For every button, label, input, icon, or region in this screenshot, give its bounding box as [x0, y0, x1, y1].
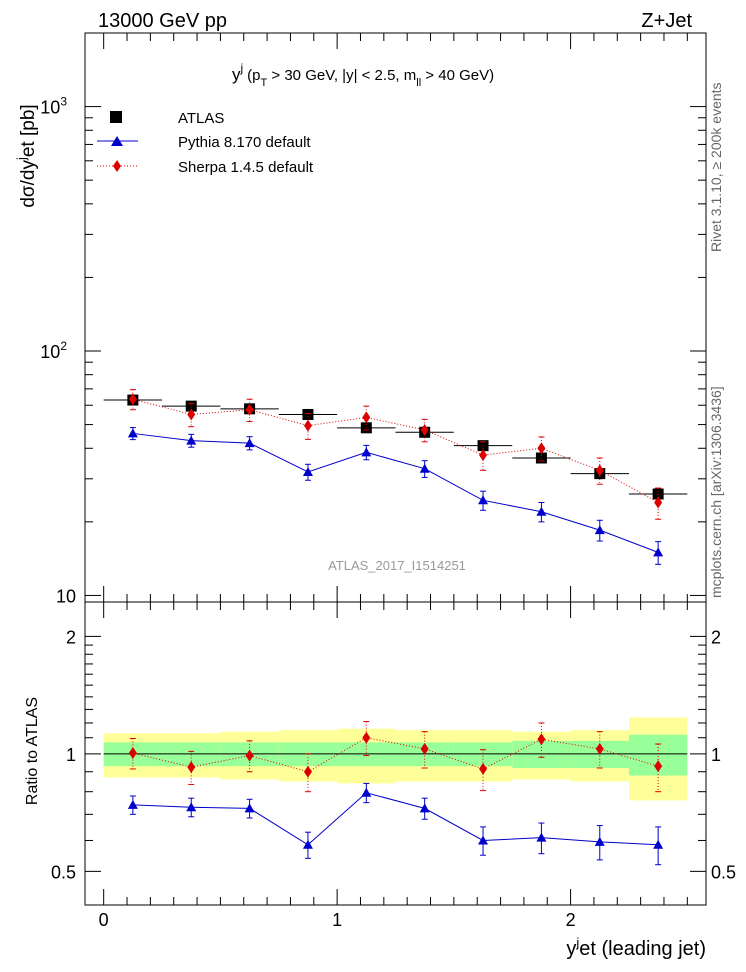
ratio-y-label: Ratio to ATLAS [24, 697, 41, 805]
atlas-point [185, 400, 197, 412]
main-ytick-exponent: 2 [60, 339, 67, 353]
title-var: y [232, 65, 241, 84]
title-pre: (p [247, 67, 260, 84]
pythia-point [478, 495, 489, 505]
ratio-xtick-label: 0 [99, 910, 109, 930]
sherpa-point [362, 411, 371, 424]
sherpa-point [187, 408, 196, 421]
pythia-point [302, 466, 313, 476]
pythia-point [186, 435, 197, 445]
pythia-point [594, 525, 605, 535]
ratio-pythia-point [302, 839, 313, 849]
main-line-sherpa [132, 398, 659, 503]
pythia-point [419, 463, 430, 473]
ratio-sherpa-point [537, 733, 546, 746]
ratio-plot-area [127, 721, 664, 866]
pythia-point [361, 447, 372, 457]
ratio-sherpa-point [595, 742, 604, 755]
main-plot-area [103, 389, 688, 565]
ratio-ytick-label-left: 2 [66, 627, 76, 647]
main-ytick-base: 10 [40, 98, 60, 118]
ylabel-b: et [pb] [18, 104, 39, 157]
header-process: Z+Jet [641, 10, 692, 32]
sherpa-point [479, 449, 488, 462]
sherpa-point [303, 419, 312, 432]
analysis-watermark: ATLAS_2017_I1514251 [328, 558, 466, 573]
sherpa-point [595, 464, 604, 477]
ratio-pythia-point [361, 787, 372, 797]
main-ytick-label: 10 [56, 586, 76, 606]
sherpa-point [537, 442, 546, 455]
ratio-stat-band [512, 740, 571, 769]
ratio-pythia-point [127, 799, 138, 809]
ratio-ytick-label-left: 0.5 [51, 862, 76, 882]
ratio-pythia-point [419, 803, 430, 813]
ratio-pythia-point [186, 802, 197, 812]
pythia-point [127, 428, 138, 438]
legend-pythia-marker [111, 136, 123, 146]
main-ytick-label: 103 [40, 95, 67, 118]
mcplots-label: mcplots.cern.ch [arXiv:1306.3436] [708, 386, 724, 598]
legend-sherpa-label: Sherpa 1.4.5 default [178, 159, 314, 176]
ratio-xtick-label: 1 [332, 910, 342, 930]
title-mid: > 30 GeV, |y| < 2.5, m [267, 67, 416, 84]
legend-atlas-label: ATLAS [178, 110, 224, 127]
ratio-sherpa-point [303, 765, 312, 778]
ratio-ytick-label-right: 1 [711, 745, 721, 765]
sherpa-point [654, 496, 663, 509]
ratio-sherpa-point [654, 760, 663, 773]
legend-sherpa-marker [113, 160, 121, 172]
ratio-pythia-point [653, 839, 664, 849]
main-ytick-base: 10 [40, 342, 60, 362]
title-var-sup: j [240, 61, 244, 75]
atlas-point [652, 488, 664, 500]
sherpa-point [420, 424, 429, 437]
legend-atlas-marker [110, 111, 122, 123]
ratio-frame [84, 601, 707, 906]
main-y-label: dσ/dyjet [pb] [14, 104, 39, 207]
x-axis-label: yjet (leading jet) [566, 935, 706, 960]
pythia-point [653, 547, 664, 557]
title-pt-sub: T [261, 77, 268, 89]
ylabel-a: dσ/dy [18, 160, 39, 208]
ratio-sherpa-point [245, 749, 254, 762]
legend: ATLAS Pythia 8.170 default Sherpa 1.4.5 … [97, 110, 314, 176]
title-post: > 40 GeV) [421, 67, 494, 84]
legend-pythia-label: Pythia 8.170 default [178, 134, 311, 151]
rivet-label: Rivet 3.1.10, ≥ 200k events [708, 82, 724, 252]
main-ytick-label: 102 [40, 339, 67, 362]
sherpa-point [245, 403, 254, 416]
main-ytick-exponent: 3 [60, 95, 67, 109]
header-energy: 13000 GeV pp [98, 10, 227, 32]
pythia-point [536, 506, 547, 516]
xlabel-b: et (leading jet) [579, 938, 706, 960]
ratio-line-pythia [132, 792, 659, 846]
ratio-pythia-point [244, 803, 255, 813]
main-title: yj (pT > 30 GeV, |y| < 2.5, mll > 40 GeV) [232, 61, 494, 89]
ratio-sherpa-point [128, 747, 137, 760]
ratio-pythia-point [536, 832, 547, 842]
ratio-axes-ticks: 0.5 0.5 1 1 2 2 0 1 2 [51, 602, 736, 930]
ratio-sherpa-point [420, 742, 429, 755]
ratio-xtick-label: 2 [566, 910, 576, 930]
ratio-ytick-label-right: 2 [711, 627, 721, 647]
ratio-sherpa-point [479, 762, 488, 775]
xlabel-a: y [566, 938, 576, 960]
pythia-point [244, 438, 255, 448]
ratio-sherpa-point [187, 761, 196, 774]
ratio-pythia-point [478, 835, 489, 845]
ratio-ytick-label-left: 1 [66, 745, 76, 765]
main-line-pythia [132, 432, 659, 553]
sherpa-point [128, 393, 137, 406]
ratio-sherpa-point [362, 731, 371, 744]
ratio-ytick-label-right: 0.5 [711, 862, 736, 882]
xlabel-sup: j [575, 935, 579, 950]
ratio-pythia-point [594, 836, 605, 846]
title-m-sub: ll [416, 77, 421, 89]
ylabel-sup: j [14, 157, 29, 161]
